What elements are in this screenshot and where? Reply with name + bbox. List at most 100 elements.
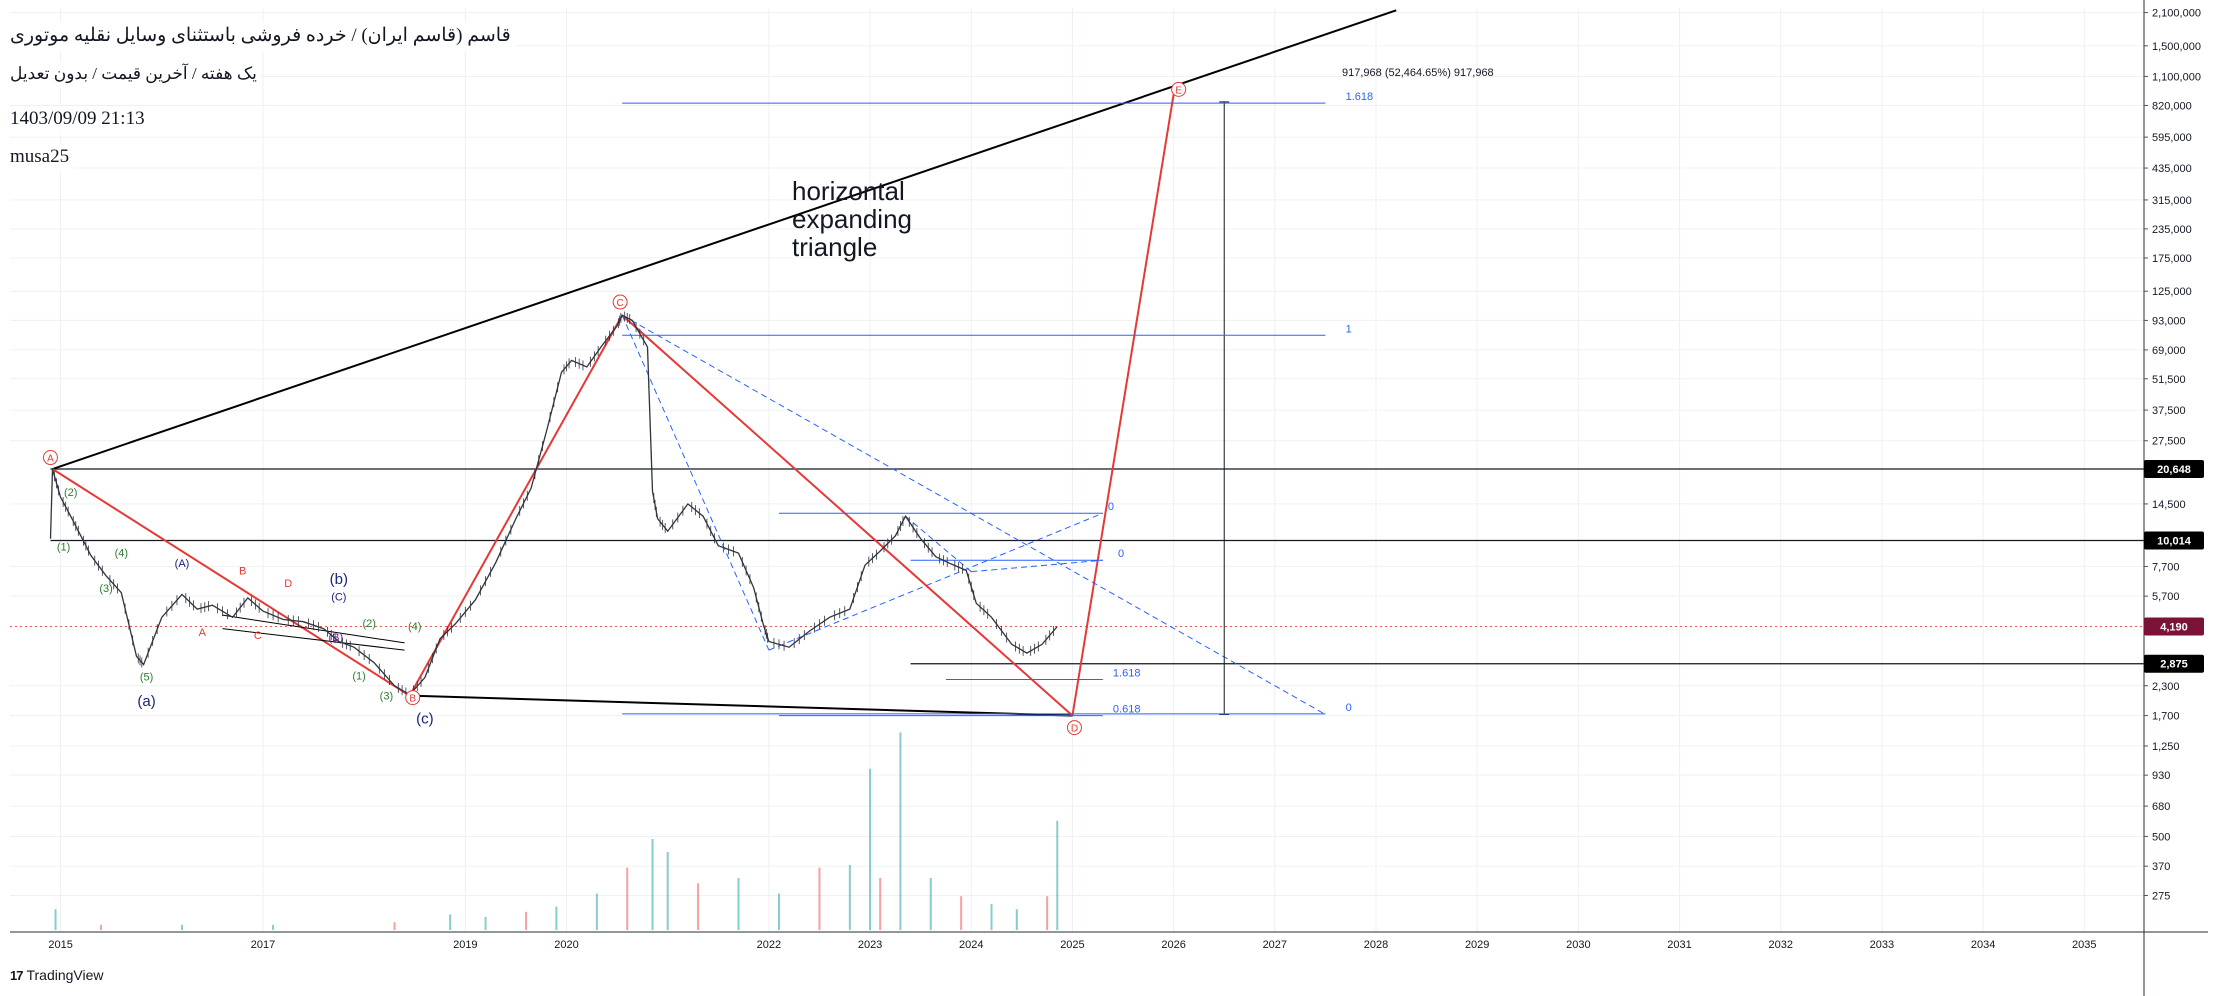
fib-level-label: 0 bbox=[1108, 501, 1114, 513]
x-tick-label: 2031 bbox=[1667, 939, 1691, 951]
wave-label: B bbox=[409, 694, 416, 705]
volume-bar bbox=[272, 924, 275, 930]
wedge-line bbox=[222, 628, 405, 651]
wave-label: (C) bbox=[331, 592, 346, 604]
fib-level-label: 1.618 bbox=[1346, 91, 1374, 103]
wave-label: (A) bbox=[175, 558, 190, 570]
wave-label: E bbox=[1175, 85, 1182, 96]
wave-label: C bbox=[617, 298, 624, 309]
projection-dashed bbox=[905, 515, 972, 573]
pattern-annotation: expanding bbox=[792, 204, 912, 234]
x-tick-label: 2025 bbox=[1060, 939, 1084, 951]
wave-label: (c) bbox=[416, 710, 434, 727]
y-tick-label: 820,000 bbox=[2152, 100, 2192, 112]
volume-bar bbox=[1056, 820, 1059, 930]
projection-dashed bbox=[768, 512, 1103, 651]
price-badge-label: 10,014 bbox=[2157, 535, 2192, 547]
wave-leg-c-d bbox=[621, 314, 1074, 717]
y-tick-label: 370 bbox=[2152, 861, 2170, 873]
price-badge-label: 4,190 bbox=[2160, 622, 2188, 634]
volume-bar bbox=[666, 852, 669, 930]
wave-leg-b-c bbox=[408, 314, 624, 697]
volume-bar bbox=[626, 867, 629, 930]
wave-circle bbox=[42, 450, 58, 466]
volume-bar bbox=[929, 878, 932, 930]
volume-bar bbox=[869, 768, 872, 930]
wave-label: (B) bbox=[328, 632, 343, 644]
fib-level-label: 0.618 bbox=[1113, 704, 1141, 716]
volume-bar bbox=[54, 909, 57, 930]
y-tick-label: 2,300 bbox=[2152, 681, 2180, 693]
volume-bar bbox=[879, 878, 882, 930]
x-tick-label: 2030 bbox=[1566, 939, 1590, 951]
price-axis[interactable]: 2,100,000 1,500,000 1,100,000 820,000 595,00… bbox=[2143, 0, 2204, 996]
x-tick-label: 2028 bbox=[1364, 939, 1388, 951]
x-tick-label: 2019 bbox=[453, 939, 477, 951]
x-tick-label: 2034 bbox=[1971, 939, 1995, 951]
volume-bar bbox=[393, 922, 396, 930]
lower-triangle-line bbox=[409, 694, 1073, 717]
y-tick-label: 1,500,000 bbox=[2152, 41, 2201, 53]
wave-label: (1) bbox=[352, 671, 365, 683]
author-name: musa25 bbox=[10, 144, 74, 172]
projection-dashed bbox=[621, 314, 1326, 715]
publish-date: 1403/09/09 21:13 bbox=[10, 106, 149, 134]
y-tick-label: 315,000 bbox=[2152, 195, 2192, 207]
volume-bar bbox=[525, 911, 528, 930]
volume-bar bbox=[484, 917, 487, 930]
price-badge bbox=[2144, 654, 2204, 673]
brand-label: TradingView bbox=[26, 967, 104, 983]
projection-dashed bbox=[971, 559, 1103, 573]
wave-label: D bbox=[284, 578, 292, 590]
y-tick-label: 1,100,000 bbox=[2152, 71, 2201, 83]
wave-circle bbox=[1066, 720, 1082, 736]
y-tick-label: 930 bbox=[2152, 770, 2170, 782]
tradingview-brand[interactable]: 17 TradingView bbox=[10, 967, 104, 983]
wave-label: (a) bbox=[137, 693, 155, 710]
tradingview-logo-icon: 17 bbox=[10, 967, 24, 983]
volume-bar bbox=[1015, 909, 1018, 930]
y-tick-label: 1,250 bbox=[2152, 741, 2180, 753]
wave-label: A bbox=[47, 454, 54, 465]
interval-subtitle: یک هفته / آخرین قیمت / بدون تعدیل bbox=[10, 62, 261, 88]
volume-bar bbox=[651, 839, 654, 930]
pattern-annotation: horizontal bbox=[792, 176, 905, 206]
wave-label: (b) bbox=[330, 571, 348, 588]
wave-leg-d-e bbox=[1071, 94, 1175, 716]
y-tick-label: 680 bbox=[2152, 801, 2170, 813]
fib-level-label: 0 bbox=[1118, 548, 1124, 560]
y-tick-label: 500 bbox=[2152, 831, 2170, 843]
wave-label: (2) bbox=[362, 618, 375, 630]
x-tick-label: 2032 bbox=[1768, 939, 1792, 951]
projection-dashed bbox=[621, 315, 770, 651]
volume-bar bbox=[555, 906, 558, 930]
volume-bar bbox=[697, 883, 700, 930]
fibonacci-levels: 1.618 1 0 0 0 1.618 0.618 bbox=[622, 91, 1374, 717]
x-tick-label: 2026 bbox=[1161, 939, 1185, 951]
x-tick-label: 2027 bbox=[1263, 939, 1287, 951]
wave-labels: A C D E B (2) (1) (4) (3) (5) (A) B D A C (b) (C) (B) (2) (… bbox=[42, 81, 1187, 736]
wave-label: (2) bbox=[64, 487, 77, 499]
price-badge-label: 20,648 bbox=[2157, 464, 2191, 476]
price-line bbox=[49, 314, 1058, 696]
wave-leg-a-b bbox=[51, 468, 411, 697]
y-tick-label: 37,500 bbox=[2152, 405, 2186, 417]
y-tick-label: 275 bbox=[2152, 890, 2170, 902]
wave-label: (4) bbox=[115, 548, 128, 560]
fib-level-label: 1 bbox=[1346, 323, 1352, 335]
trendlines bbox=[10, 9, 2144, 717]
time-axis[interactable]: 2015 2017 2019 2020 2022 2023 2024 2025 2026 2027… bbox=[10, 931, 2208, 951]
y-tick-label: 7,700 bbox=[2152, 561, 2180, 573]
grid bbox=[10, 8, 2144, 932]
price-badge-label: 2,875 bbox=[2160, 659, 2188, 671]
x-tick-label: 2029 bbox=[1465, 939, 1489, 951]
x-tick-label: 2017 bbox=[251, 939, 275, 951]
fib-level-label: 1.618 bbox=[1113, 668, 1141, 680]
y-tick-label: 51,500 bbox=[2152, 374, 2186, 386]
volume-bar bbox=[737, 878, 740, 930]
y-tick-label: 5,700 bbox=[2152, 591, 2180, 603]
y-tick-label: 595,000 bbox=[2152, 132, 2192, 144]
wave-label: B bbox=[239, 565, 246, 577]
volume-bar bbox=[778, 893, 781, 930]
